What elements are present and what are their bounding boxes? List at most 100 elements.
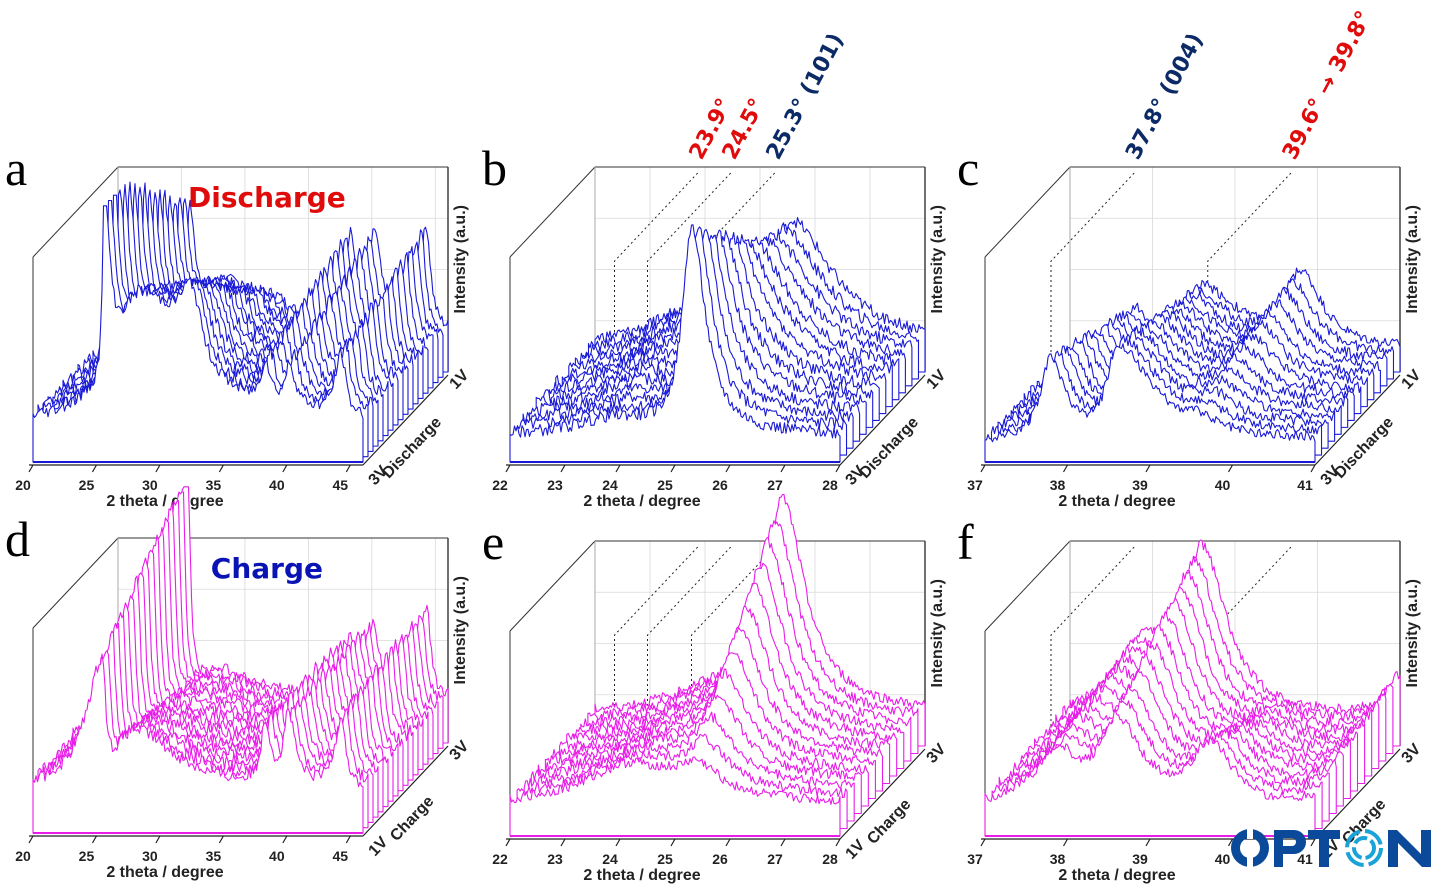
panel-letter: e — [482, 514, 504, 570]
y-axis-title: Intensity (a.u.) — [929, 205, 946, 313]
x-tick — [28, 464, 34, 473]
x-tick — [670, 838, 676, 847]
x-tick-label: 28 — [822, 851, 838, 867]
panel-title: Charge — [211, 552, 323, 585]
x-axis-title: 2 theta / degree — [583, 493, 700, 510]
x-tick — [1310, 838, 1316, 847]
x-axis-title: 2 theta / degree — [1058, 867, 1175, 884]
depth-end-label: 1V — [924, 367, 950, 393]
xrd-trace — [984, 343, 1316, 463]
depth-end-label: 3V — [1399, 741, 1425, 767]
logo-letter-p — [1274, 830, 1306, 867]
peak-annotation: 25.3° (101) — [762, 29, 849, 163]
x-tick — [1310, 464, 1316, 473]
x-tick — [560, 838, 566, 847]
x-tick-label: 39 — [1132, 477, 1148, 493]
depth-axis — [362, 745, 449, 837]
x-tick — [155, 835, 161, 844]
x-tick-label: 26 — [712, 477, 728, 493]
y-axis-title: Intensity (a.u.) — [1404, 579, 1421, 687]
x-tick-label: 37 — [967, 477, 983, 493]
x-axis-title: 2 theta / degree — [106, 493, 223, 510]
panel-letter: c — [957, 140, 979, 196]
depth-axis — [1314, 374, 1401, 466]
depth-end-label: 3V — [924, 741, 950, 767]
x-tick-label: 22 — [492, 477, 508, 493]
x-tick — [835, 838, 841, 847]
depth-start-label: 1V — [843, 837, 869, 863]
x-tick — [980, 464, 986, 473]
x-tick — [1145, 838, 1151, 847]
y-axis-title: Intensity (a.u.) — [452, 576, 469, 684]
depth-axis-title: Charge — [864, 796, 914, 848]
x-tick-label: 26 — [712, 851, 728, 867]
x-tick-label: 45 — [333, 477, 349, 493]
peak-annotation: 37.8° (004) — [1121, 29, 1208, 163]
x-tick-label: 40 — [269, 848, 285, 864]
x-tick-label: 27 — [767, 851, 783, 867]
x-tick-label: 24 — [602, 851, 618, 867]
x-tick — [218, 835, 224, 844]
xrd-trace — [32, 653, 364, 834]
x-tick-label: 38 — [1050, 477, 1066, 493]
panel-b: 22 23 24 25 26 27 28 2 theta / degree Intensity … — [482, 29, 950, 510]
x-tick-label: 24 — [602, 477, 618, 493]
logo-letter-t — [1308, 830, 1340, 867]
xrd-trace — [32, 205, 364, 463]
x-tick — [615, 838, 621, 847]
depth-axis — [839, 748, 926, 840]
panel-e: 22 23 24 25 26 27 28 2 theta / degree Intensity … — [482, 493, 950, 884]
x-tick — [282, 835, 288, 844]
x-tick-label: 20 — [15, 848, 31, 864]
xrd-trace — [509, 224, 841, 463]
panel-letter: d — [5, 511, 30, 567]
peak-annotation: 39.6° → 39.8° — [1278, 7, 1377, 164]
depth-start-label: 1V — [366, 834, 392, 860]
x-tick-label: 40 — [269, 477, 285, 493]
logo-letter-n — [1388, 830, 1431, 867]
opton-logo — [1231, 828, 1431, 868]
x-tick-label: 35 — [206, 848, 222, 864]
x-tick-label: 45 — [333, 848, 349, 864]
x-tick-label: 41 — [1297, 851, 1313, 867]
x-tick-label: 40 — [1215, 477, 1231, 493]
x-tick-label: 25 — [657, 477, 673, 493]
depth-end-label: 1V — [447, 367, 473, 393]
x-tick-label: 27 — [767, 477, 783, 493]
x-tick-label: 23 — [547, 477, 563, 493]
x-tick — [218, 464, 224, 473]
x-tick — [1062, 464, 1069, 473]
x-tick-label: 35 — [206, 477, 222, 493]
x-tick-label: 23 — [547, 851, 563, 867]
x-tick — [282, 464, 288, 473]
depth-axis — [839, 374, 926, 466]
panel-letter: a — [5, 140, 27, 196]
xrd-trace — [509, 756, 841, 837]
logo-letter-o-ring — [1345, 829, 1383, 867]
depth-axis-title: Charge — [387, 793, 437, 845]
x-tick — [780, 838, 786, 847]
depth-axis — [1314, 748, 1401, 840]
x-tick-label: 40 — [1215, 851, 1231, 867]
x-tick-label: 30 — [142, 848, 158, 864]
x-tick-label: 25 — [79, 848, 95, 864]
x-tick-label: 25 — [657, 851, 673, 867]
x-tick-label: 38 — [1050, 851, 1066, 867]
x-tick — [1227, 464, 1234, 473]
x-tick-label: 20 — [15, 477, 31, 493]
x-tick-label: 37 — [967, 851, 983, 867]
x-tick — [91, 835, 97, 844]
x-tick-label: 39 — [1132, 851, 1148, 867]
y-axis-title: Intensity (a.u.) — [1404, 205, 1421, 313]
x-tick — [345, 835, 351, 844]
y-axis-title: Intensity (a.u.) — [452, 205, 469, 313]
x-tick — [725, 464, 731, 473]
x-tick — [28, 835, 34, 844]
x-tick — [670, 464, 676, 473]
x-tick — [560, 464, 566, 473]
x-tick — [780, 464, 786, 473]
x-tick-label: 22 — [492, 851, 508, 867]
x-tick-label: 25 — [79, 477, 95, 493]
panel-letter: f — [957, 514, 974, 570]
x-tick-label: 30 — [142, 477, 158, 493]
